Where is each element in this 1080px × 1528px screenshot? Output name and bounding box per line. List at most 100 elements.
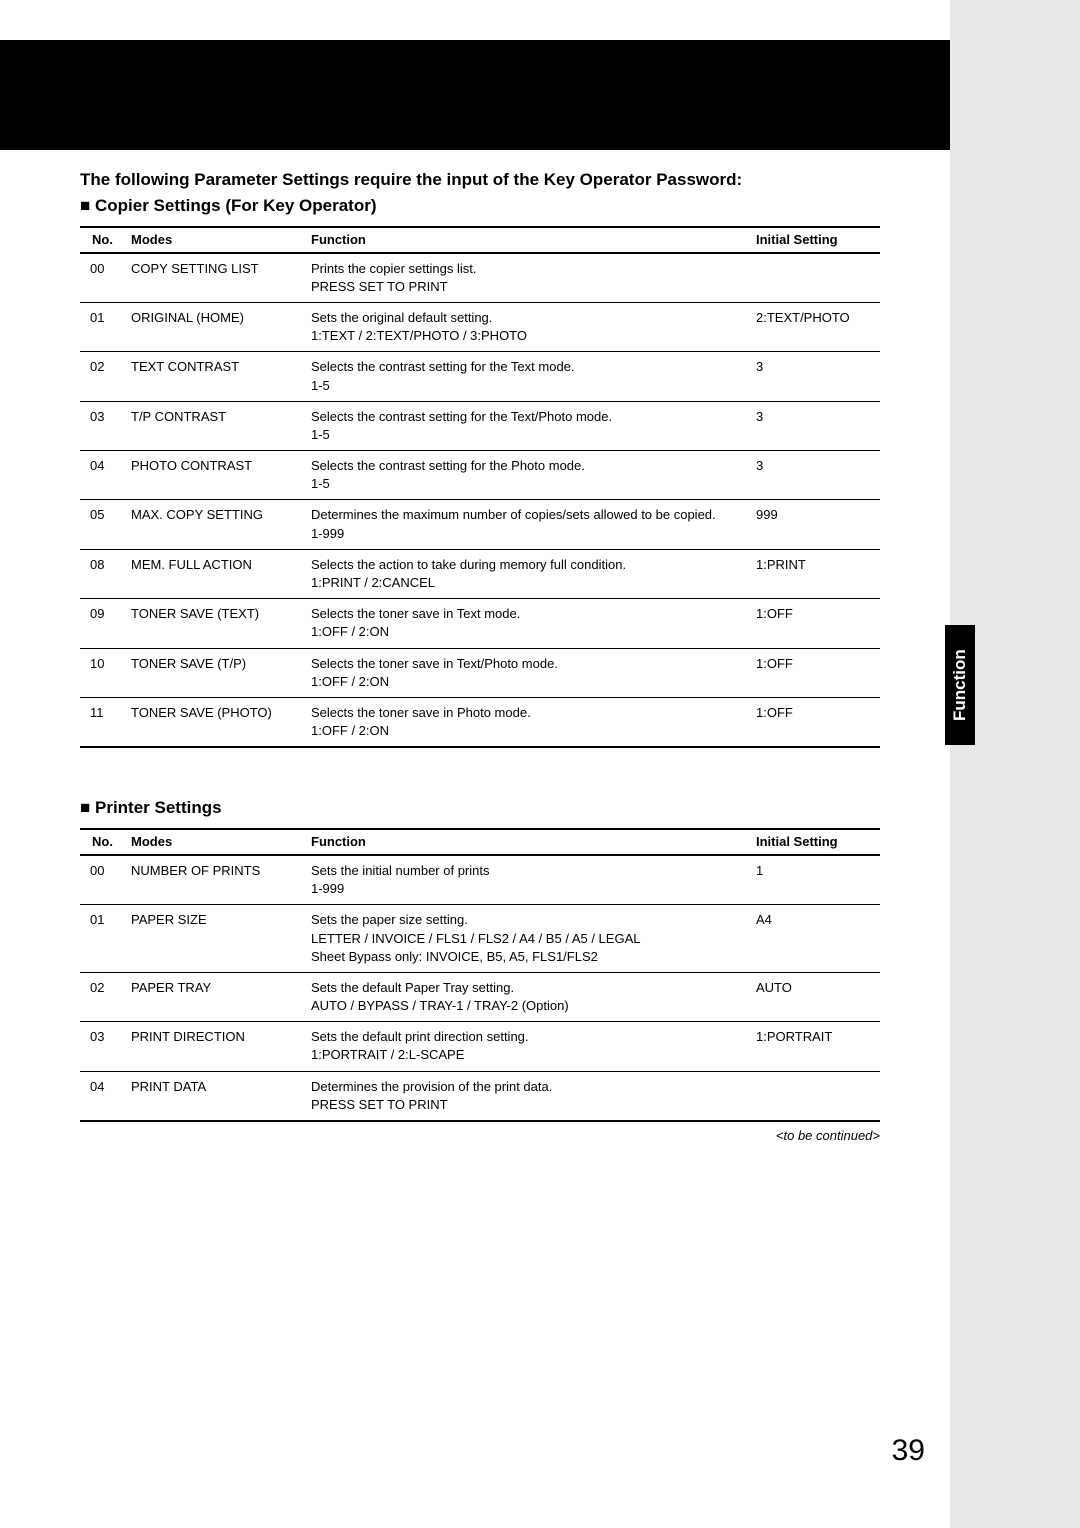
cell-mode: NUMBER OF PRINTS xyxy=(125,855,305,905)
table-row: 08MEM. FULL ACTIONSelects the action to … xyxy=(80,549,880,598)
table-row: 03T/P CONTRASTSelects the contrast setti… xyxy=(80,401,880,450)
cell-no: 05 xyxy=(80,500,125,549)
cell-function: Sets the paper size setting.LETTER / INV… xyxy=(305,905,750,973)
function-sub: LETTER / INVOICE / FLS1 / FLS2 / A4 / B5… xyxy=(311,930,744,948)
cell-initial: 1:OFF xyxy=(750,697,880,747)
cell-no: 00 xyxy=(80,855,125,905)
cell-mode: TONER SAVE (T/P) xyxy=(125,648,305,697)
col-header-initial: Initial Setting xyxy=(750,227,880,253)
cell-function: Selects the toner save in Photo mode.1:O… xyxy=(305,697,750,747)
cell-no: 02 xyxy=(80,972,125,1021)
cell-initial: 1 xyxy=(750,855,880,905)
content-area: The following Parameter Settings require… xyxy=(80,170,880,1143)
function-main: Selects the contrast setting for the Tex… xyxy=(311,408,744,426)
copier-settings-table: No. Modes Function Initial Setting 00COP… xyxy=(80,226,880,748)
cell-mode: TONER SAVE (PHOTO) xyxy=(125,697,305,747)
table-row: 01PAPER SIZESets the paper size setting.… xyxy=(80,905,880,973)
function-sub: 1-5 xyxy=(311,475,744,493)
continued-text: <to be continued> xyxy=(80,1128,880,1143)
cell-initial: 2:TEXT/PHOTO xyxy=(750,302,880,351)
table-row: 03PRINT DIRECTIONSets the default print … xyxy=(80,1022,880,1071)
cell-no: 04 xyxy=(80,1071,125,1121)
function-sub: 1:OFF / 2:ON xyxy=(311,722,744,740)
table-row: 05MAX. COPY SETTING Determines the maximu… xyxy=(80,500,880,549)
cell-initial: 1:OFF xyxy=(750,599,880,648)
col-header-initial: Initial Setting xyxy=(750,829,880,855)
table-row: 01ORIGINAL (HOME)Sets the original defau… xyxy=(80,302,880,351)
cell-initial: 3 xyxy=(750,352,880,401)
function-sub: PRESS SET TO PRINT xyxy=(311,278,744,296)
page-number: 39 xyxy=(892,1434,925,1468)
cell-no: 00 xyxy=(80,253,125,303)
function-main: Selects the contrast setting for the Tex… xyxy=(311,358,744,376)
cell-no: 09 xyxy=(80,599,125,648)
function-main: Sets the original default setting. xyxy=(311,309,744,327)
cell-function: Selects the action to take during memory… xyxy=(305,549,750,598)
function-sub: 1-999 xyxy=(311,525,744,543)
table-row: 04PRINT DATADetermines the provision of … xyxy=(80,1071,880,1121)
table-row: 10TONER SAVE (T/P) Selects the toner save… xyxy=(80,648,880,697)
function-main: Sets the initial number of prints xyxy=(311,862,744,880)
col-header-no: No. xyxy=(80,829,125,855)
col-header-modes: Modes xyxy=(125,829,305,855)
section-heading-copier: Copier Settings (For Key Operator) xyxy=(80,196,880,216)
function-sub: 1-5 xyxy=(311,426,744,444)
cell-mode: ORIGINAL (HOME) xyxy=(125,302,305,351)
col-header-no: No. xyxy=(80,227,125,253)
cell-function: Sets the default print direction setting… xyxy=(305,1022,750,1071)
cell-mode: PAPER TRAY xyxy=(125,972,305,1021)
function-sub: 1:TEXT / 2:TEXT/PHOTO / 3:PHOTO xyxy=(311,327,744,345)
cell-function: Selects the contrast setting for the Tex… xyxy=(305,352,750,401)
table-header-row: No. Modes Function Initial Setting xyxy=(80,829,880,855)
cell-mode: PRINT DATA xyxy=(125,1071,305,1121)
table-header-row: No. Modes Function Initial Setting xyxy=(80,227,880,253)
cell-initial: 1:PRINT xyxy=(750,549,880,598)
side-tab-function: Function xyxy=(945,625,975,745)
cell-function: Determines the provision of the print da… xyxy=(305,1071,750,1121)
function-main: Selects the toner save in Text mode. xyxy=(311,605,744,623)
table-row: 02PAPER TRAYSets the default Paper Tray … xyxy=(80,972,880,1021)
intro-text: The following Parameter Settings require… xyxy=(80,170,880,190)
cell-mode: TONER SAVE (TEXT) xyxy=(125,599,305,648)
function-main: Selects the toner save in Text/Photo mod… xyxy=(311,655,744,673)
cell-mode: PHOTO CONTRAST xyxy=(125,451,305,500)
cell-no: 01 xyxy=(80,302,125,351)
function-sub: 1:OFF / 2:ON xyxy=(311,673,744,691)
cell-initial: 999 xyxy=(750,500,880,549)
table-row: 11TONER SAVE (PHOTO)Selects the toner sa… xyxy=(80,697,880,747)
function-main: Selects the action to take during memory… xyxy=(311,556,744,574)
cell-mode: COPY SETTING LIST xyxy=(125,253,305,303)
table-row: 00NUMBER OF PRINTS Sets the initial numbe… xyxy=(80,855,880,905)
function-sub: Sheet Bypass only: INVOICE, B5, A5, FLS1… xyxy=(311,948,744,966)
cell-initial: 3 xyxy=(750,451,880,500)
col-header-function: Function xyxy=(305,227,750,253)
cell-function: Selects the contrast setting for the Tex… xyxy=(305,401,750,450)
printer-settings-table: No. Modes Function Initial Setting 00NUM… xyxy=(80,828,880,1122)
cell-function: Prints the copier settings list.PRESS SE… xyxy=(305,253,750,303)
cell-initial: 1:PORTRAIT xyxy=(750,1022,880,1071)
cell-no: 08 xyxy=(80,549,125,598)
col-header-modes: Modes xyxy=(125,227,305,253)
cell-function: Selects the toner save in Text/Photo mod… xyxy=(305,648,750,697)
cell-initial xyxy=(750,1071,880,1121)
col-header-function: Function xyxy=(305,829,750,855)
function-sub: 1:PRINT / 2:CANCEL xyxy=(311,574,744,592)
function-main: Selects the toner save in Photo mode. xyxy=(311,704,744,722)
cell-no: 03 xyxy=(80,1022,125,1071)
cell-initial xyxy=(750,253,880,303)
cell-no: 03 xyxy=(80,401,125,450)
section-heading-printer: Printer Settings xyxy=(80,798,880,818)
function-sub: 1:PORTRAIT / 2:L-SCAPE xyxy=(311,1046,744,1064)
table-row: 04PHOTO CONTRASTSelects the contrast set… xyxy=(80,451,880,500)
cell-no: 04 xyxy=(80,451,125,500)
cell-no: 02 xyxy=(80,352,125,401)
header-black-bar xyxy=(0,40,950,150)
cell-mode: MAX. COPY SETTING xyxy=(125,500,305,549)
cell-no: 10 xyxy=(80,648,125,697)
cell-function: Sets the original default setting.1:TEXT… xyxy=(305,302,750,351)
function-main: Determines the maximum number of copies/… xyxy=(311,506,744,524)
cell-function: Selects the contrast setting for the Pho… xyxy=(305,451,750,500)
cell-initial: AUTO xyxy=(750,972,880,1021)
cell-function: Sets the default Paper Tray setting.AUTO… xyxy=(305,972,750,1021)
cell-initial: A4 xyxy=(750,905,880,973)
